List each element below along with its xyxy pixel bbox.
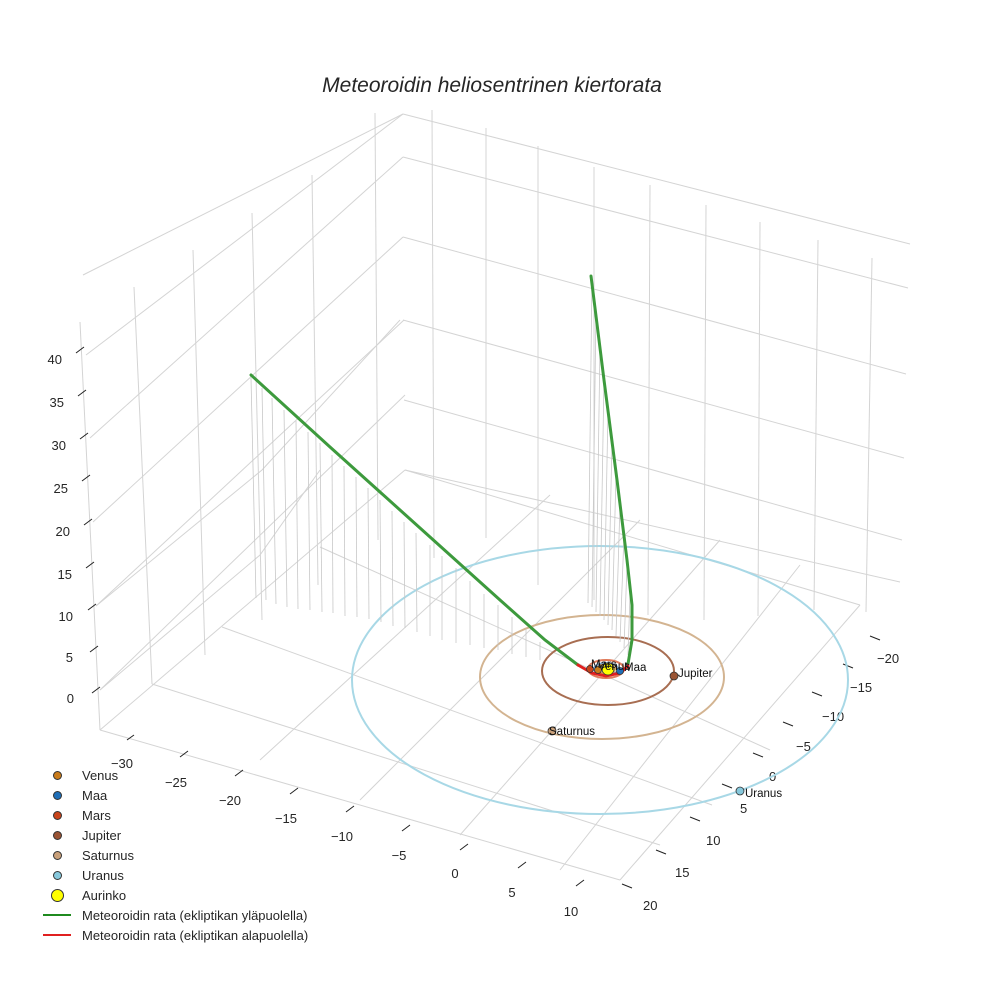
svg-text:40: 40 — [48, 352, 62, 367]
svg-text:10: 10 — [706, 833, 720, 848]
orbit-jupiter — [541, 636, 675, 706]
chart-title: Meteoroidin heliosentrinen kiertorata — [322, 74, 662, 97]
svg-text:20: 20 — [643, 898, 657, 913]
x-axis — [126, 734, 585, 887]
svg-text:30: 30 — [52, 438, 66, 453]
svg-text:−10: −10 — [331, 829, 353, 844]
svg-text:20: 20 — [56, 524, 70, 539]
x-axis-labels: −30 −25 −20 −15 −10 −5 0 5 10 — [111, 756, 578, 919]
svg-text:−20: −20 — [877, 651, 899, 666]
svg-text:5: 5 — [508, 885, 515, 900]
legend-item-trajectory-above[interactable]: Meteoroidin rata (ekliptikan yläpuolella… — [36, 905, 308, 925]
svg-text:5: 5 — [66, 650, 73, 665]
svg-text:−15: −15 — [275, 811, 297, 826]
legend-item-uranus[interactable]: Uranus — [36, 865, 308, 885]
svg-text:Saturnus: Saturnus — [549, 726, 595, 738]
svg-text:−20: −20 — [219, 793, 241, 808]
z-axis-labels: 40 35 30 25 20 15 10 5 0 — [48, 352, 74, 706]
svg-text:0: 0 — [67, 691, 74, 706]
red-line-icon — [43, 934, 71, 936]
planet-maa — [616, 667, 624, 675]
svg-text:25: 25 — [54, 481, 68, 496]
svg-text:−15: −15 — [850, 680, 872, 695]
orbits — [351, 545, 849, 815]
svg-text:Uranus: Uranus — [745, 788, 782, 800]
legend-item-aurinko[interactable]: Aurinko — [36, 885, 308, 905]
projection-lines — [250, 277, 631, 660]
trajectory-above-ecliptic-left — [249, 373, 580, 667]
svg-text:Jupiter: Jupiter — [678, 668, 713, 680]
mars-marker-icon — [52, 810, 62, 820]
z-axis — [75, 346, 101, 694]
legend-item-venus[interactable]: Venus — [36, 765, 308, 785]
legend-item-mars[interactable]: Mars — [36, 805, 308, 825]
svg-text:15: 15 — [58, 567, 72, 582]
svg-text:Venus: Venus — [598, 661, 630, 673]
orbit-uranus — [351, 545, 849, 815]
green-line-icon — [43, 914, 71, 916]
svg-text:−10: −10 — [822, 709, 844, 724]
legend-item-saturnus[interactable]: Saturnus — [36, 845, 308, 865]
legend-item-jupiter[interactable]: Jupiter — [36, 825, 308, 845]
svg-text:−5: −5 — [392, 848, 407, 863]
maa-marker-icon — [52, 790, 62, 800]
svg-text:10: 10 — [564, 904, 578, 919]
svg-text:−25: −25 — [165, 775, 187, 790]
svg-text:−30: −30 — [111, 756, 133, 771]
svg-text:−5: −5 — [796, 739, 811, 754]
svg-text:10: 10 — [59, 609, 73, 624]
legend: Venus Maa Mars Jupiter Saturnus Uranus A… — [36, 765, 308, 945]
sun — [601, 662, 615, 676]
planet-uranus — [735, 786, 745, 796]
svg-text:5: 5 — [740, 801, 747, 816]
planets — [547, 662, 745, 796]
y-axis — [621, 635, 881, 889]
svg-text:Maa: Maa — [624, 662, 647, 674]
saturnus-marker-icon — [52, 850, 62, 860]
y-axis-labels: −20 −15 −10 −5 0 5 10 15 20 — [643, 651, 899, 913]
svg-text:Mars: Mars — [591, 659, 617, 671]
planet-labels: Uranus Saturnus Jupiter Mars Venus Maa — [549, 659, 782, 800]
trajectory-above-ecliptic-right — [589, 274, 634, 666]
planet-jupiter — [669, 671, 679, 681]
sun-marker-icon — [50, 888, 64, 902]
planet-saturnus — [547, 726, 557, 736]
legend-item-maa[interactable]: Maa — [36, 785, 308, 805]
jupiter-marker-icon — [52, 830, 62, 840]
legend-item-trajectory-below[interactable]: Meteoroidin rata (ekliptikan alapuolella… — [36, 925, 308, 945]
svg-text:35: 35 — [50, 395, 64, 410]
svg-text:0: 0 — [451, 866, 458, 881]
grid-lines — [79, 109, 911, 881]
planet-venus — [594, 666, 602, 674]
planet-mars — [586, 665, 594, 673]
svg-text:15: 15 — [675, 865, 689, 880]
venus-marker-icon — [52, 770, 62, 780]
orbit-saturnus — [479, 614, 725, 740]
uranus-marker-icon — [52, 870, 62, 880]
